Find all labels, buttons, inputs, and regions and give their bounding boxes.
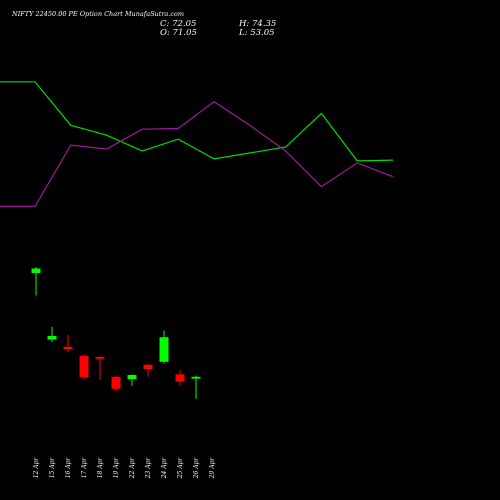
- open-readout: O: 71.05: [160, 28, 197, 38]
- x-tick-label: 26 Apr: [193, 457, 200, 480]
- candle-body: [143, 364, 153, 369]
- green-indicator-line: [0, 81, 394, 162]
- magenta-indicator-line: [0, 100, 394, 207]
- candle-body: [47, 336, 57, 340]
- x-tick-label: 24 Apr: [161, 457, 168, 480]
- x-tick-label: 29 Apr: [209, 457, 216, 480]
- candle-body: [111, 376, 121, 389]
- candle-body: [159, 337, 169, 362]
- x-tick-label: 17 Apr: [81, 457, 88, 479]
- candle-body: [31, 268, 41, 273]
- x-tick-label: 23 Apr: [145, 457, 152, 480]
- candle-body: [95, 357, 105, 359]
- candle-body: [79, 355, 89, 378]
- candle-body: [127, 375, 137, 380]
- candle-body: [175, 374, 185, 382]
- indicator-lines: [0, 81, 394, 207]
- x-tick-label: 12 Apr: [33, 457, 40, 479]
- high-readout: H: 74.35: [239, 19, 277, 29]
- low-readout: L: 53.05: [239, 28, 275, 38]
- candles: [31, 267, 201, 399]
- candle-body: [63, 346, 73, 350]
- x-tick-label: 19 Apr: [113, 457, 120, 479]
- x-tick-label: 15 Apr: [49, 457, 56, 479]
- x-tick-label: 18 Apr: [97, 457, 104, 479]
- x-tick-label: 22 Apr: [129, 457, 136, 480]
- candle-body: [191, 376, 201, 379]
- chart-title: NIFTY 22450.00 PE Option Chart MunafaSut…: [12, 10, 185, 18]
- close-readout: C: 72.05: [160, 19, 197, 29]
- x-axis-ticks: 12 Apr 15 Apr 16 Apr 17 Apr 18 Apr 19 Apr 22 A…: [33, 457, 216, 480]
- x-tick-label: 25 Apr: [177, 457, 184, 480]
- x-tick-label: 16 Apr: [65, 457, 72, 479]
